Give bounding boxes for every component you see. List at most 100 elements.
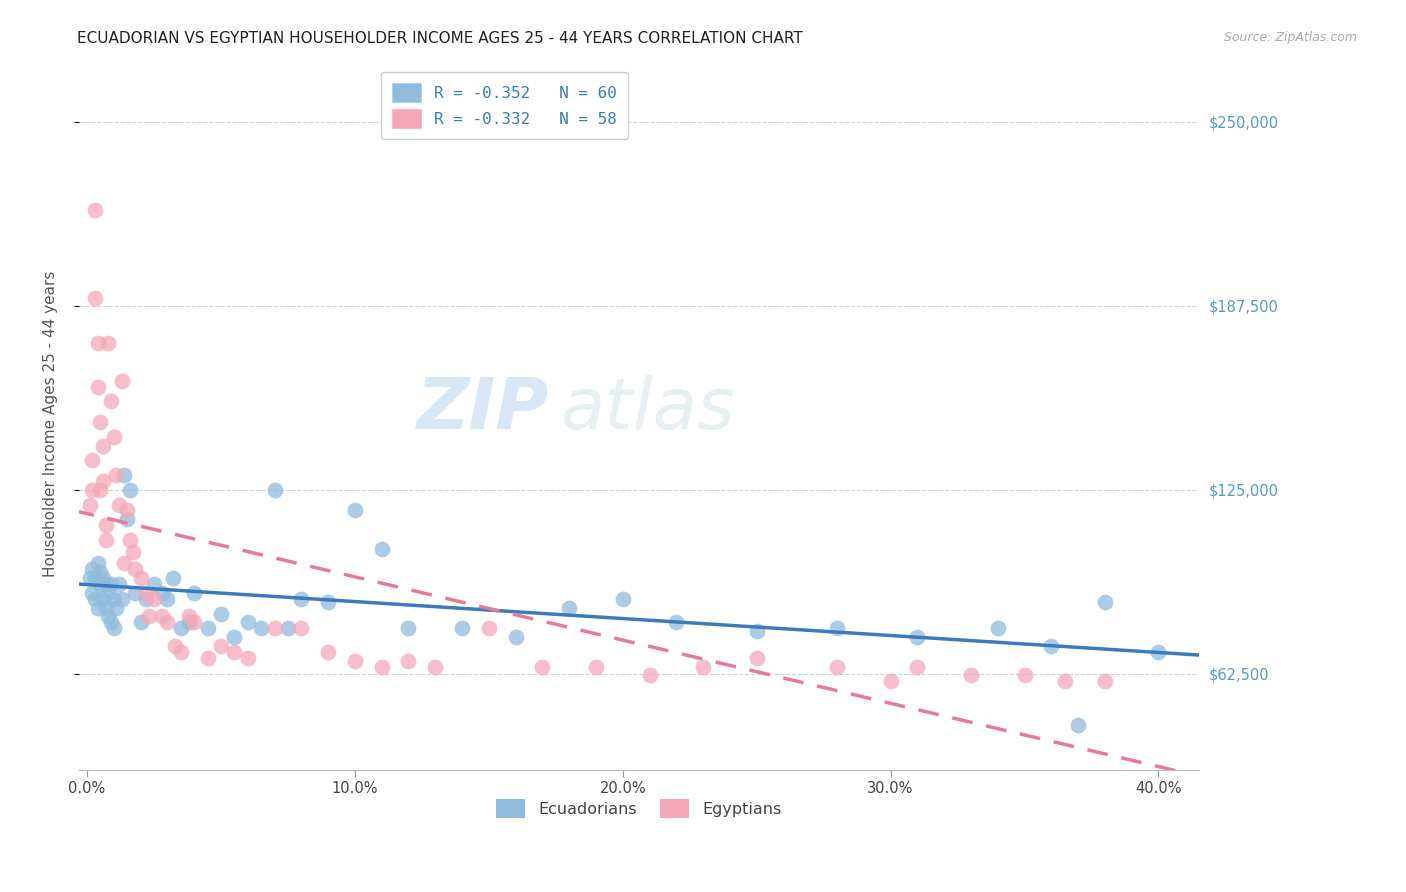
Point — [585, 659, 607, 673]
Point — [103, 591, 125, 606]
Point — [86, 380, 108, 394]
Point — [84, 291, 107, 305]
Point — [531, 659, 554, 673]
Point — [1094, 595, 1116, 609]
Point — [143, 591, 166, 606]
Point — [987, 621, 1010, 635]
Point — [451, 621, 474, 635]
Point — [224, 645, 246, 659]
Point — [1014, 668, 1036, 682]
Point — [103, 430, 125, 444]
Point — [94, 533, 117, 547]
Point — [290, 591, 312, 606]
Point — [91, 591, 114, 606]
Point — [135, 586, 157, 600]
Point — [425, 659, 447, 673]
Point — [114, 468, 136, 483]
Point — [209, 639, 232, 653]
Point — [105, 468, 128, 483]
Point — [94, 600, 117, 615]
Point — [316, 645, 339, 659]
Point — [91, 439, 114, 453]
Point — [263, 483, 285, 497]
Point — [124, 562, 146, 576]
Point — [118, 533, 141, 547]
Point — [236, 615, 259, 630]
Point — [129, 615, 152, 630]
Point — [91, 571, 114, 585]
Point — [91, 474, 114, 488]
Point — [124, 586, 146, 600]
Point — [825, 659, 848, 673]
Point — [82, 562, 104, 576]
Point — [177, 609, 200, 624]
Point — [86, 335, 108, 350]
Point — [905, 630, 928, 644]
Point — [250, 621, 273, 635]
Point — [115, 503, 138, 517]
Point — [745, 624, 768, 639]
Point — [612, 591, 634, 606]
Point — [156, 591, 179, 606]
Point — [108, 498, 131, 512]
Point — [84, 591, 107, 606]
Point — [558, 600, 581, 615]
Point — [290, 621, 312, 635]
Text: Source: ZipAtlas.com: Source: ZipAtlas.com — [1223, 31, 1357, 45]
Point — [82, 453, 104, 467]
Point — [162, 571, 184, 585]
Legend: Ecuadorians, Egyptians: Ecuadorians, Egyptians — [489, 793, 787, 824]
Point — [177, 615, 200, 630]
Point — [263, 621, 285, 635]
Point — [277, 621, 299, 635]
Point — [165, 639, 187, 653]
Point — [79, 498, 101, 512]
Point — [370, 659, 392, 673]
Point — [82, 483, 104, 497]
Point — [396, 621, 419, 635]
Point — [111, 374, 134, 388]
Point — [879, 674, 901, 689]
Point — [224, 630, 246, 644]
Point — [118, 483, 141, 497]
Point — [236, 650, 259, 665]
Point — [100, 615, 122, 630]
Point — [825, 621, 848, 635]
Point — [82, 586, 104, 600]
Text: ECUADORIAN VS EGYPTIAN HOUSEHOLDER INCOME AGES 25 - 44 YEARS CORRELATION CHART: ECUADORIAN VS EGYPTIAN HOUSEHOLDER INCOM… — [77, 31, 803, 46]
Point — [1147, 645, 1170, 659]
Point — [343, 654, 366, 668]
Point — [138, 609, 160, 624]
Point — [396, 654, 419, 668]
Point — [156, 615, 179, 630]
Point — [505, 630, 527, 644]
Point — [478, 621, 501, 635]
Point — [1040, 639, 1063, 653]
Text: atlas: atlas — [561, 376, 735, 444]
Point — [86, 600, 108, 615]
Point — [86, 557, 108, 571]
Point — [84, 571, 107, 585]
Point — [209, 607, 232, 621]
Point — [103, 621, 125, 635]
Point — [94, 577, 117, 591]
Point — [1053, 674, 1076, 689]
Point — [905, 659, 928, 673]
Point — [97, 586, 120, 600]
Point — [89, 415, 111, 429]
Point — [100, 394, 122, 409]
Point — [79, 571, 101, 585]
Point — [665, 615, 688, 630]
Point — [960, 668, 983, 682]
Point — [745, 650, 768, 665]
Point — [115, 512, 138, 526]
Point — [638, 668, 661, 682]
Point — [370, 541, 392, 556]
Point — [121, 544, 143, 558]
Point — [150, 609, 173, 624]
Point — [114, 557, 136, 571]
Point — [183, 586, 205, 600]
Point — [89, 483, 111, 497]
Point — [197, 621, 219, 635]
Point — [97, 609, 120, 624]
